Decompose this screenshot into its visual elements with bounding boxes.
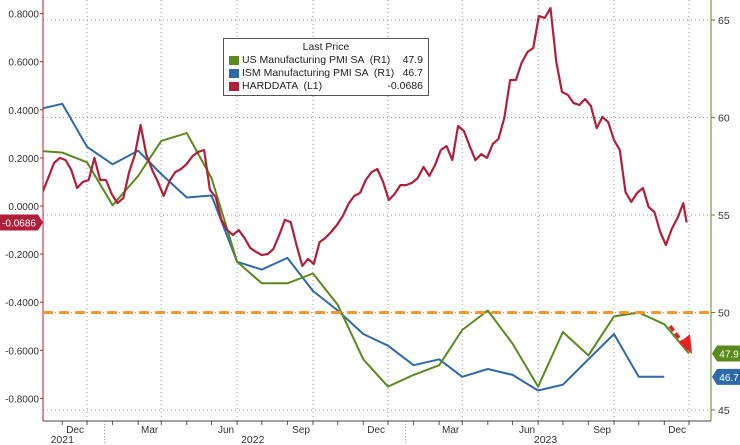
legend-entry-name: US Manufacturing PMI SA (R1) — [242, 54, 391, 66]
left-tick-label: -0.4000 — [5, 298, 39, 309]
year-label: 2022 — [241, 434, 265, 445]
legend-entry-name: ISM Manufacturing PMI SA (R1) — [242, 67, 395, 79]
legend-entry-us-pmi: US Manufacturing PMI SA (R1) 47.9 — [229, 54, 423, 67]
last-value-badge-us-pmi-label: 47.9 — [719, 349, 739, 360]
last-value-badge-ism-pmi-label: 46.7 — [719, 373, 739, 384]
year-label: 2021 — [51, 434, 75, 445]
legend-entry-value: 46.7 — [402, 67, 423, 79]
left-tick-label: 0.6000 — [8, 58, 39, 69]
x-tick-label: Dec — [668, 425, 686, 436]
left-tick-label: -0.8000 — [5, 394, 39, 405]
legend-swatch-green — [229, 56, 239, 65]
x-tick-label: Sep — [292, 425, 310, 436]
series-line-harddata — [43, 7, 688, 267]
legend-swatch-red — [229, 82, 239, 91]
x-tick-label: Jun — [218, 425, 234, 436]
last-value-badge-us-pmi — [712, 345, 740, 362]
last-value-badge-ism-pmi — [712, 368, 740, 385]
left-tick-label: -0.2000 — [5, 250, 39, 261]
x-tick-label: Jun — [519, 425, 535, 436]
left-tick-label: 0.8000 — [8, 10, 39, 21]
legend-swatch-blue — [229, 69, 239, 78]
left-tick-label: -0.6000 — [5, 346, 39, 357]
x-tick-label: Dec — [66, 425, 84, 436]
right-tick-label: 60 — [718, 113, 730, 125]
right-tick-label: 45 — [718, 405, 730, 417]
trend-arrow-head-icon — [679, 334, 692, 354]
legend-title: Last Price — [302, 41, 350, 53]
legend-entry-ism-pmi: ISM Manufacturing PMI SA (R1) 46.7 — [229, 67, 423, 80]
x-tick-label: Dec — [367, 425, 385, 436]
right-tick-label: 55 — [718, 210, 730, 222]
legend-entry-harddata: HARDDATA (L1) -0.0686 — [229, 80, 423, 93]
right-tick-label: 65 — [718, 15, 730, 27]
year-label: 2023 — [534, 434, 558, 445]
x-tick-label: Sep — [593, 425, 611, 436]
x-tick-label: Mar — [141, 425, 159, 436]
left-tick-label: 0.2000 — [8, 154, 39, 165]
left-tick-label: 0.0000 — [8, 202, 39, 213]
right-tick-label: 50 — [718, 308, 730, 320]
legend-entry-value: 47.9 — [402, 54, 423, 66]
left-tick-label: 0.4000 — [8, 106, 39, 117]
last-value-badge-harddata-label: -0.0686 — [2, 218, 36, 229]
series-group — [43, 7, 690, 392]
series-line-ism-manufacturing-pmi-sa — [43, 102, 665, 392]
legend: Last Price US Manufacturing PMI SA (R1) … — [223, 38, 429, 96]
x-tick-label: Mar — [442, 425, 460, 436]
series-line-us-manufacturing-pmi-sa — [43, 132, 690, 388]
trend-arrow-shaft — [668, 324, 685, 345]
legend-entry-value: -0.0686 — [387, 80, 423, 92]
last-value-badge-harddata — [0, 214, 43, 231]
legend-entry-name: HARDDATA (L1) — [242, 80, 323, 92]
